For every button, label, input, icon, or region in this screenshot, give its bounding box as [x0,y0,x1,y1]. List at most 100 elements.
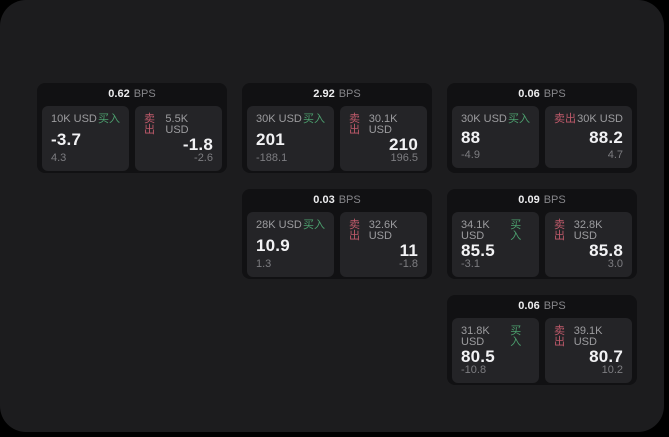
buy-price-value: 80.5 [461,347,495,366]
sell-size-label: 30.1K USD [368,113,398,136]
buy-action-button[interactable]: 买入 [510,325,522,348]
card-header: 0.09 BPS [447,189,637,212]
buy-size-label: 30K USD [256,113,302,125]
buy-tile-header: 28K USD 买入 [256,220,325,231]
buy-tile-header: 31.8K USD 买入 [461,326,530,348]
sell-delta-value: -2.6 [194,152,213,164]
sell-delta-value: 196.5 [390,152,418,164]
bps-value: 0.62 [108,88,130,100]
bps-unit-label: BPS [543,88,566,100]
card-header: 0.06 BPS [447,295,637,318]
buy-price-value: 201 [256,129,285,149]
sell-tile-header: 卖出 5.5K USD [144,114,213,136]
bps-unit-label: BPS [543,194,566,206]
buy-size-label: 28K USD [256,219,302,231]
sell-quote-tile[interactable]: 卖出 32.6K USD 11 -1.8 [340,212,427,277]
buy-quote-tile[interactable]: 31.8K USD 买入 80.5 -10.8 [452,318,539,383]
bps-value: 2.92 [313,88,335,100]
sell-price-value: 88.2 [589,128,623,147]
sell-price-value: 80.7 [589,347,623,366]
card-body: 10K USD 买入 -3.7 4.3 卖出 5.5K USD -1.8 -2.… [37,106,227,173]
sell-tile-header: 卖出 32.8K USD [554,220,623,242]
cards-grid: 0.62 BPS 10K USD 买入 -3.7 4.3 卖出 5.5K USD… [37,83,637,385]
card-body: 31.8K USD 买入 80.5 -10.8 卖出 39.1K USD 80.… [447,318,637,385]
buy-delta-value: 4.3 [51,152,67,164]
bps-value: 0.09 [518,194,540,206]
buy-tile-header: 30K USD 买入 [461,114,530,125]
bps-unit-label: BPS [338,194,361,206]
sell-size-label: 30K USD [577,113,623,125]
buy-delta-value: 1.3 [256,258,272,270]
buy-tile-header: 30K USD 买入 [256,114,325,125]
card-body: 30K USD 买入 201 -188.1 卖出 30.1K USD 210 1… [242,106,432,173]
sell-price-value: -1.8 [182,135,213,154]
sell-action-button[interactable]: 卖出 [554,219,565,242]
sell-size-label: 32.8K USD [573,219,603,242]
buy-size-label: 34.1K USD [461,219,490,242]
card-header: 0.06 BPS [447,83,637,106]
sell-size-label: 5.5K USD [165,113,189,136]
buy-quote-tile[interactable]: 10K USD 买入 -3.7 4.3 [42,106,129,171]
buy-delta-value: -4.9 [461,149,480,161]
buy-action-button[interactable]: 买入 [508,113,530,125]
buy-quote-tile[interactable]: 30K USD 买入 201 -188.1 [247,106,334,171]
sell-tile-header: 卖出 30K USD [554,114,623,125]
sell-tile-header: 卖出 30.1K USD [349,114,418,136]
buy-action-button[interactable]: 买入 [303,219,325,231]
sell-quote-tile[interactable]: 卖出 30K USD 88.2 4.7 [545,106,632,168]
card-body: 30K USD 买入 88 -4.9 卖出 30K USD 88.2 4.7 [447,106,637,173]
buy-quote-tile[interactable]: 34.1K USD 买入 85.5 -3.1 [452,212,539,277]
card-header: 2.92 BPS [242,83,432,106]
buy-tile-header: 10K USD 买入 [51,114,120,125]
sell-action-button[interactable]: 卖出 [349,219,360,242]
sell-delta-value: 3.0 [607,258,623,270]
buy-size-label: 10K USD [51,113,97,125]
buy-delta-value: -10.8 [461,364,487,376]
sell-size-label: 32.6K USD [368,219,398,242]
bps-value: 0.06 [518,300,540,312]
buy-price-value: -3.7 [51,129,82,149]
buy-delta-value: -188.1 [256,152,288,164]
sell-quote-tile[interactable]: 卖出 5.5K USD -1.8 -2.6 [135,106,222,171]
buy-action-button[interactable]: 买入 [98,113,120,125]
bps-value: 0.03 [313,194,335,206]
buy-size-label: 31.8K USD [461,325,490,348]
quote-card: 0.03 BPS 28K USD 买入 10.9 1.3 卖出 32.6K US… [242,189,432,279]
quote-card: 2.92 BPS 30K USD 买入 201 -188.1 卖出 30.1K … [242,83,432,173]
sell-price-value: 85.8 [589,241,623,260]
sell-tile-header: 卖出 32.6K USD [349,220,418,242]
sell-price-value: 11 [399,241,418,260]
sell-tile-header: 卖出 39.1K USD [554,326,623,348]
buy-price-value: 85.5 [461,241,495,260]
bps-unit-label: BPS [338,88,361,100]
buy-action-button[interactable]: 买入 [510,219,522,242]
bps-value: 0.06 [518,88,540,100]
quote-card: 0.09 BPS 34.1K USD 买入 85.5 -3.1 卖出 32.8K… [447,189,637,279]
buy-quote-tile[interactable]: 30K USD 买入 88 -4.9 [452,106,539,168]
sell-action-button[interactable]: 卖出 [554,325,565,348]
sell-delta-value: 10.2 [601,364,623,376]
sell-action-button[interactable]: 卖出 [349,113,360,136]
bps-unit-label: BPS [133,88,156,100]
sell-delta-value: 4.7 [607,149,623,161]
sell-action-button[interactable]: 卖出 [554,113,576,125]
sell-quote-tile[interactable]: 卖出 39.1K USD 80.7 10.2 [545,318,632,383]
sell-action-button[interactable]: 卖出 [144,113,155,136]
buy-price-value: 88 [461,128,481,147]
buy-quote-tile[interactable]: 28K USD 买入 10.9 1.3 [247,212,334,277]
buy-action-button[interactable]: 买入 [303,113,325,125]
quote-card: 0.06 BPS 30K USD 买入 88 -4.9 卖出 30K USD 8… [447,83,637,173]
card-body: 34.1K USD 买入 85.5 -3.1 卖出 32.8K USD 85.8… [447,212,637,279]
buy-tile-header: 34.1K USD 买入 [461,220,530,242]
card-header: 0.62 BPS [37,83,227,106]
sell-delta-value: -1.8 [399,258,418,270]
card-body: 28K USD 买入 10.9 1.3 卖出 32.6K USD 11 -1.8 [242,212,432,279]
sell-quote-tile[interactable]: 卖出 30.1K USD 210 196.5 [340,106,427,171]
sell-price-value: 210 [389,135,418,154]
sell-quote-tile[interactable]: 卖出 32.8K USD 85.8 3.0 [545,212,632,277]
bps-unit-label: BPS [543,300,566,312]
quote-card: 0.62 BPS 10K USD 买入 -3.7 4.3 卖出 5.5K USD… [37,83,227,173]
quote-card: 0.06 BPS 31.8K USD 买入 80.5 -10.8 卖出 39.1… [447,295,637,385]
buy-delta-value: -3.1 [461,258,480,270]
card-header: 0.03 BPS [242,189,432,212]
